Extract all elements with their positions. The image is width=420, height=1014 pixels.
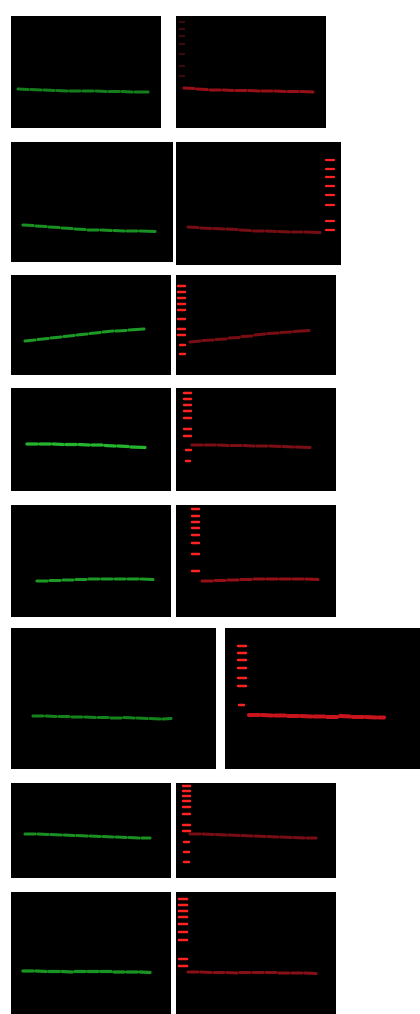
blot-6-red-image [236,644,386,720]
blot-4-green [11,388,171,491]
blot-1-green-image [16,87,150,94]
blot-8-red [176,892,336,1014]
blot-2-red-image [186,158,336,234]
blot-7-red [176,783,336,878]
blot-5-red-image [190,507,320,583]
blot-4-red [176,388,336,491]
blot-4-green-image [25,442,147,450]
blot-7-red-image [181,784,318,864]
blot-8-green-image [21,969,152,975]
blot-3-red [176,275,336,375]
blot-1-red-image [179,21,315,94]
blot-6-red [225,628,420,769]
blot-7-green [11,783,171,878]
blot-5-red [176,505,336,617]
blot-1-red [176,16,326,128]
blot-5-green [11,505,171,617]
blot-3-green [11,275,171,375]
blot-3-red-image [176,284,311,356]
blot-2-red [176,142,341,265]
blot-5-green-image [35,577,155,583]
blot-8-red-image [177,897,318,975]
blot-6-green [11,628,216,769]
blot-2-green-image [21,223,157,233]
blot-6-green-image [31,714,173,721]
blot-4-red-image [182,391,312,463]
blot-2-green [11,142,173,262]
blot-3-green-image [23,327,146,343]
blot-7-green-image [23,832,152,840]
blot-8-green [11,892,171,1014]
blot-1-green [11,16,161,128]
